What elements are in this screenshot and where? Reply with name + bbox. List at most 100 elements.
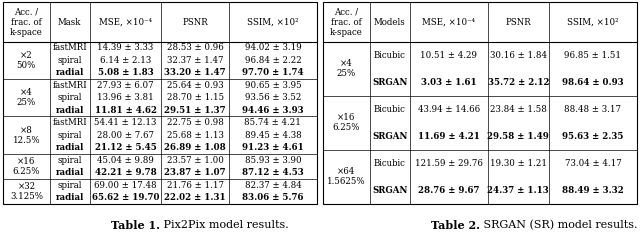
- Text: Mask: Mask: [58, 18, 81, 27]
- Text: 23.57 ± 1.00: 23.57 ± 1.00: [166, 156, 223, 165]
- Text: 23.87 ± 1.07: 23.87 ± 1.07: [164, 168, 226, 177]
- Text: MSE, ×10⁻⁴: MSE, ×10⁻⁴: [422, 18, 475, 27]
- Text: 88.49 ± 3.32: 88.49 ± 3.32: [562, 186, 624, 195]
- Text: 28.76 ± 9.67: 28.76 ± 9.67: [418, 186, 479, 195]
- Text: Table 1.: Table 1.: [111, 220, 160, 231]
- Text: fastMRI: fastMRI: [52, 81, 87, 90]
- Text: Bicubic: Bicubic: [374, 159, 406, 168]
- Text: 97.70 ± 1.74: 97.70 ± 1.74: [242, 68, 304, 77]
- Text: SRGAN: SRGAN: [372, 78, 408, 87]
- Text: ×4
25%: ×4 25%: [17, 88, 36, 107]
- Text: 91.23 ± 4.61: 91.23 ± 4.61: [242, 143, 304, 152]
- Text: 96.84 ± 2.22: 96.84 ± 2.22: [244, 56, 301, 65]
- Text: spiral: spiral: [58, 93, 82, 102]
- Text: 28.53 ± 0.96: 28.53 ± 0.96: [167, 43, 223, 52]
- Text: 26.89 ± 1.08: 26.89 ± 1.08: [164, 143, 226, 152]
- Text: 6.14 ± 2.13: 6.14 ± 2.13: [100, 56, 151, 65]
- Text: ×16
6.25%: ×16 6.25%: [13, 157, 40, 176]
- Text: 93.56 ± 3.52: 93.56 ± 3.52: [244, 93, 301, 102]
- Text: ×4
25%: ×4 25%: [337, 59, 356, 78]
- Text: radial: radial: [56, 106, 84, 115]
- Text: radial: radial: [56, 168, 84, 177]
- Text: 83.06 ± 5.76: 83.06 ± 5.76: [242, 193, 303, 202]
- Text: 89.45 ± 4.38: 89.45 ± 4.38: [244, 131, 301, 140]
- Text: ×64
1.5625%: ×64 1.5625%: [327, 167, 365, 186]
- Text: 73.04 ± 4.17: 73.04 ± 4.17: [564, 159, 621, 168]
- Text: 85.93 ± 3.90: 85.93 ± 3.90: [244, 156, 301, 165]
- Text: 13.96 ± 3.81: 13.96 ± 3.81: [97, 93, 154, 102]
- Text: 21.76 ± 1.17: 21.76 ± 1.17: [166, 181, 223, 190]
- Text: Acc. /
frac. of
k-space: Acc. / frac. of k-space: [330, 7, 363, 36]
- Text: 24.37 ± 1.13: 24.37 ± 1.13: [488, 186, 549, 195]
- Text: 28.70 ± 1.15: 28.70 ± 1.15: [166, 93, 224, 102]
- Text: spiral: spiral: [58, 156, 82, 165]
- Text: 21.12 ± 5.45: 21.12 ± 5.45: [95, 143, 156, 152]
- Text: spiral: spiral: [58, 181, 82, 190]
- Text: spiral: spiral: [58, 131, 82, 140]
- Text: SSIM, ×10²: SSIM, ×10²: [247, 18, 299, 27]
- Text: ×32
3.125%: ×32 3.125%: [10, 182, 43, 201]
- Text: 28.00 ± 7.67: 28.00 ± 7.67: [97, 131, 154, 140]
- Text: radial: radial: [56, 143, 84, 152]
- Text: 11.69 ± 4.21: 11.69 ± 4.21: [418, 132, 479, 141]
- Text: 19.30 ± 1.21: 19.30 ± 1.21: [490, 159, 547, 168]
- Text: Pix2Pix model results.: Pix2Pix model results.: [160, 220, 289, 230]
- Text: SSIM, ×10²: SSIM, ×10²: [567, 18, 619, 27]
- Text: fastMRI: fastMRI: [52, 118, 87, 127]
- Text: spiral: spiral: [58, 56, 82, 65]
- Text: 85.74 ± 4.21: 85.74 ± 4.21: [244, 118, 301, 127]
- Text: radial: radial: [56, 193, 84, 202]
- Text: Bicubic: Bicubic: [374, 51, 406, 60]
- Text: 14.39 ± 3.33: 14.39 ± 3.33: [97, 43, 154, 52]
- Bar: [3, 2, 317, 204]
- Text: 33.20 ± 1.47: 33.20 ± 1.47: [164, 68, 226, 77]
- Text: 43.94 ± 14.66: 43.94 ± 14.66: [417, 105, 480, 114]
- Text: 22.02 ± 1.31: 22.02 ± 1.31: [164, 193, 226, 202]
- Text: 27.93 ± 6.07: 27.93 ± 6.07: [97, 81, 154, 90]
- Text: 11.81 ± 4.62: 11.81 ± 4.62: [95, 106, 157, 115]
- Text: Models: Models: [374, 18, 406, 27]
- Text: 94.02 ± 3.19: 94.02 ± 3.19: [244, 43, 301, 52]
- Text: 25.64 ± 0.93: 25.64 ± 0.93: [167, 81, 223, 90]
- Text: 29.58 ± 1.49: 29.58 ± 1.49: [488, 132, 549, 141]
- Text: SRGAN: SRGAN: [372, 132, 408, 141]
- Text: 5.08 ± 1.83: 5.08 ± 1.83: [98, 68, 154, 77]
- Text: 3.03 ± 1.61: 3.03 ± 1.61: [421, 78, 476, 87]
- Text: MSE, ×10⁻⁴: MSE, ×10⁻⁴: [99, 18, 152, 27]
- Text: 96.85 ± 1.51: 96.85 ± 1.51: [564, 51, 621, 60]
- Text: 29.51 ± 1.37: 29.51 ± 1.37: [164, 106, 226, 115]
- Text: 25.68 ± 1.13: 25.68 ± 1.13: [166, 131, 223, 140]
- Text: 42.21 ± 9.78: 42.21 ± 9.78: [95, 168, 156, 177]
- Text: 90.65 ± 3.95: 90.65 ± 3.95: [244, 81, 301, 90]
- Text: 22.75 ± 0.98: 22.75 ± 0.98: [166, 118, 223, 127]
- Text: Table 2.: Table 2.: [431, 220, 480, 231]
- Text: ×2
50%: ×2 50%: [17, 51, 36, 70]
- Text: Bicubic: Bicubic: [374, 105, 406, 114]
- Text: 65.62 ± 19.70: 65.62 ± 19.70: [92, 193, 159, 202]
- Text: 94.46 ± 3.93: 94.46 ± 3.93: [242, 106, 304, 115]
- Text: Acc. /
frac. of
k-space: Acc. / frac. of k-space: [10, 7, 43, 36]
- Text: 82.37 ± 4.84: 82.37 ± 4.84: [244, 181, 301, 190]
- Text: 98.64 ± 0.93: 98.64 ± 0.93: [562, 78, 624, 87]
- Text: 32.37 ± 1.47: 32.37 ± 1.47: [167, 56, 223, 65]
- Text: 95.63 ± 2.35: 95.63 ± 2.35: [562, 132, 623, 141]
- Text: 54.41 ± 12.13: 54.41 ± 12.13: [94, 118, 157, 127]
- Text: ×8
12.5%: ×8 12.5%: [13, 126, 40, 145]
- Text: 45.04 ± 9.89: 45.04 ± 9.89: [97, 156, 154, 165]
- Text: ×16
6.25%: ×16 6.25%: [333, 113, 360, 132]
- Text: SRGAN: SRGAN: [372, 186, 408, 195]
- Text: 121.59 ± 29.76: 121.59 ± 29.76: [415, 159, 483, 168]
- Text: 88.48 ± 3.17: 88.48 ± 3.17: [564, 105, 621, 114]
- Text: 23.84 ± 1.58: 23.84 ± 1.58: [490, 105, 547, 114]
- Text: 30.16 ± 1.84: 30.16 ± 1.84: [490, 51, 547, 60]
- Text: radial: radial: [56, 68, 84, 77]
- Text: 87.12 ± 4.53: 87.12 ± 4.53: [242, 168, 304, 177]
- Text: 10.51 ± 4.29: 10.51 ± 4.29: [420, 51, 477, 60]
- Text: SRGAN (SR) model results.: SRGAN (SR) model results.: [480, 220, 637, 230]
- Text: 35.72 ± 2.12: 35.72 ± 2.12: [488, 78, 549, 87]
- Text: PSNR: PSNR: [182, 18, 208, 27]
- Bar: [323, 2, 637, 204]
- Text: PSNR: PSNR: [506, 18, 531, 27]
- Text: fastMRI: fastMRI: [52, 43, 87, 52]
- Text: 69.00 ± 17.48: 69.00 ± 17.48: [94, 181, 157, 190]
